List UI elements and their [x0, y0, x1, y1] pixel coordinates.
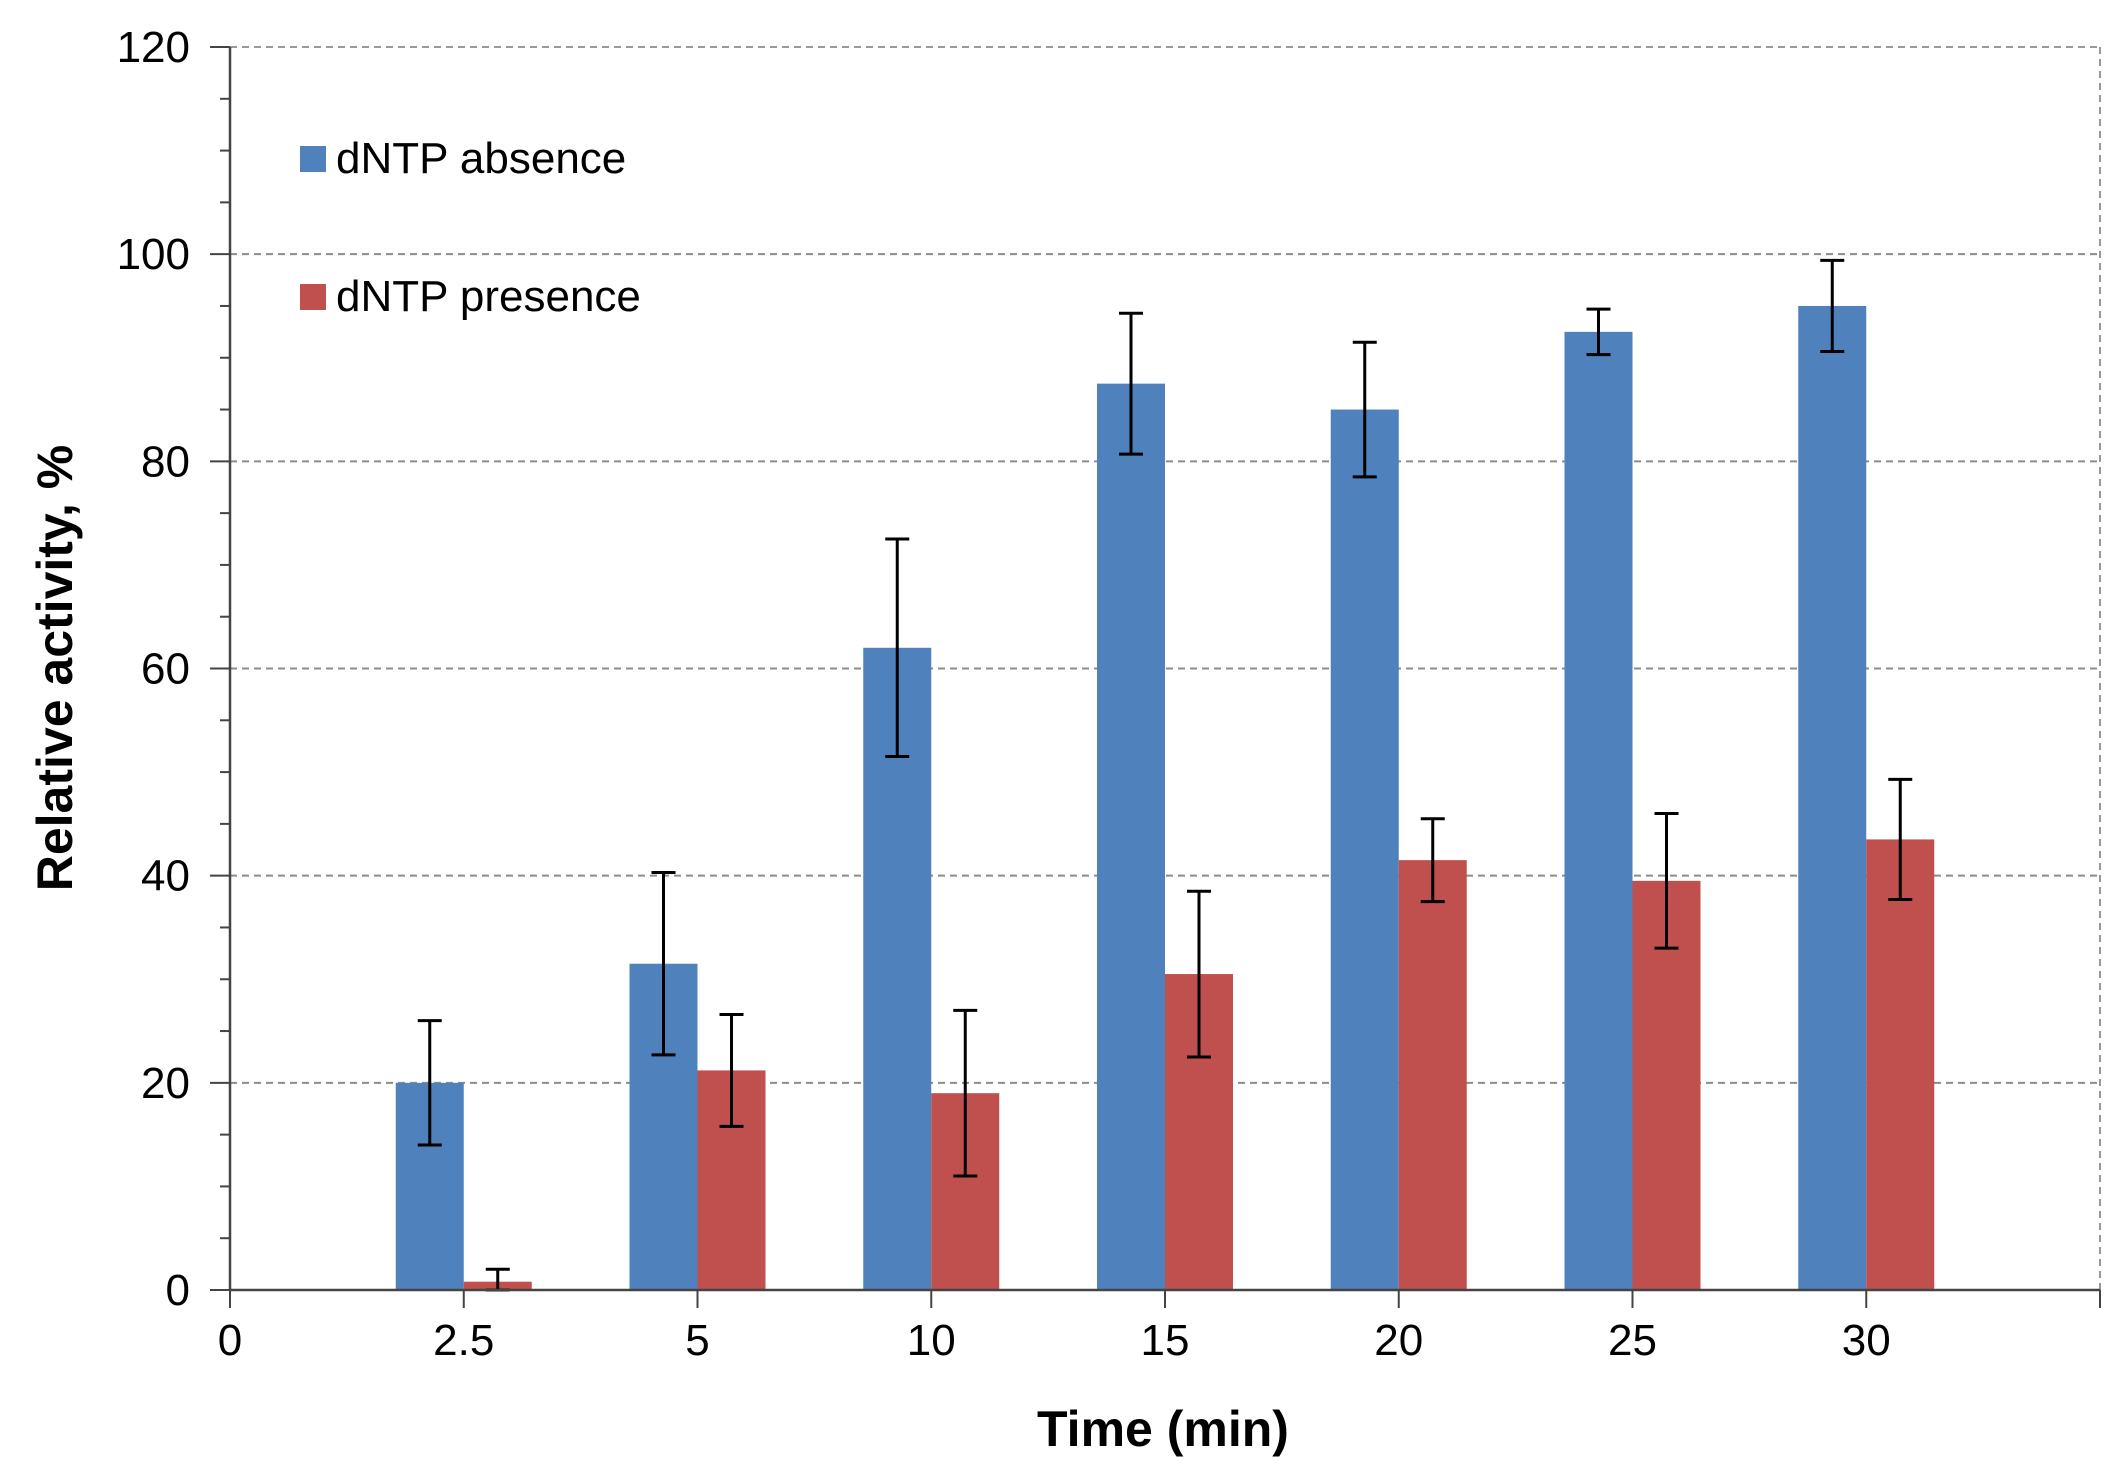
x-tick-label: 30	[1842, 1316, 1891, 1365]
bars	[395, 305, 1935, 1291]
y-tick-label: 20	[141, 1059, 190, 1108]
x-tick-label: 25	[1608, 1316, 1657, 1365]
x-tick-label: 20	[1374, 1316, 1423, 1365]
tick-labels: 0 20 40 60 80 100 120 0 2.5 5 10 15 20 25 30	[117, 23, 1891, 1365]
legend: dNTP absence dNTP presence	[300, 134, 641, 321]
x-axis-title: Time (min)	[1037, 1401, 1289, 1457]
bar-absence	[1798, 305, 1867, 1290]
legend-label: dNTP absence	[336, 134, 626, 183]
x-tick-label: 2.5	[433, 1316, 494, 1365]
x-tick-label: 15	[1141, 1316, 1190, 1365]
bar-absence	[1564, 331, 1633, 1291]
legend-swatch	[300, 146, 326, 172]
error-bars	[417, 258, 1913, 1292]
legend-label: dNTP presence	[336, 272, 641, 321]
x-tick-label: 0	[218, 1316, 242, 1365]
y-tick-label: 0	[166, 1266, 190, 1315]
x-tick-label: 10	[907, 1316, 956, 1365]
y-tick-label: 40	[141, 852, 190, 901]
gridlines	[230, 46, 2101, 1290]
y-tick-label: 60	[141, 645, 190, 694]
legend-swatch	[300, 284, 326, 310]
bar-presence	[1866, 839, 1935, 1290]
y-tick-label: 120	[117, 23, 190, 72]
x-tick-label: 5	[685, 1316, 709, 1365]
bar-absence	[1097, 383, 1165, 1290]
bar-absence	[1330, 409, 1399, 1291]
y-axis-title: Relative activity, %	[27, 445, 83, 892]
y-tick-label: 80	[141, 437, 190, 486]
y-tick-label: 100	[117, 230, 190, 279]
bar-presence	[1398, 860, 1467, 1290]
axes	[210, 46, 2101, 1308]
